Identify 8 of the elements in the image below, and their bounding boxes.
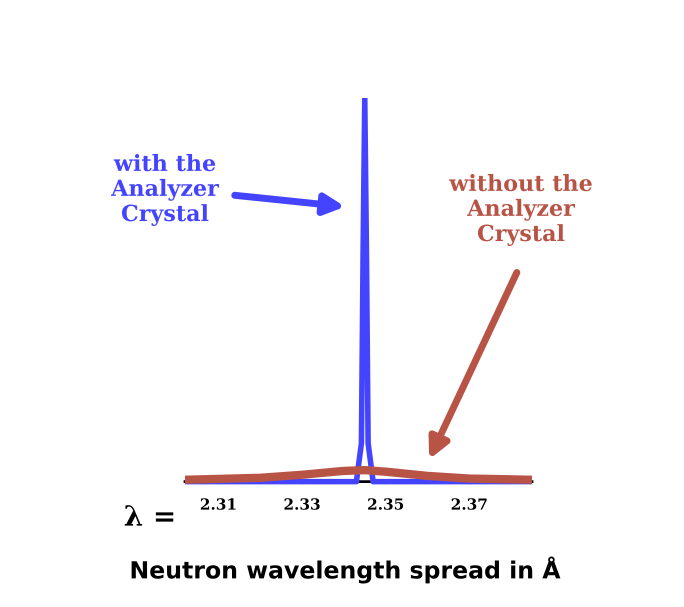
x-tick-label: 2.31 — [200, 498, 236, 510]
annotation: with the Analyzer Crystal — [111, 154, 220, 226]
x-tick-label: 2.33 — [284, 498, 320, 510]
x-tick-label: 2.35 — [368, 498, 404, 510]
annotation: without the Analyzer Crystal — [449, 174, 592, 246]
x-axis-title: Neutron wavelength spread in Å — [132, 556, 560, 584]
x-tick-label: 2.37 — [452, 498, 487, 510]
text: λ = — [124, 505, 174, 526]
